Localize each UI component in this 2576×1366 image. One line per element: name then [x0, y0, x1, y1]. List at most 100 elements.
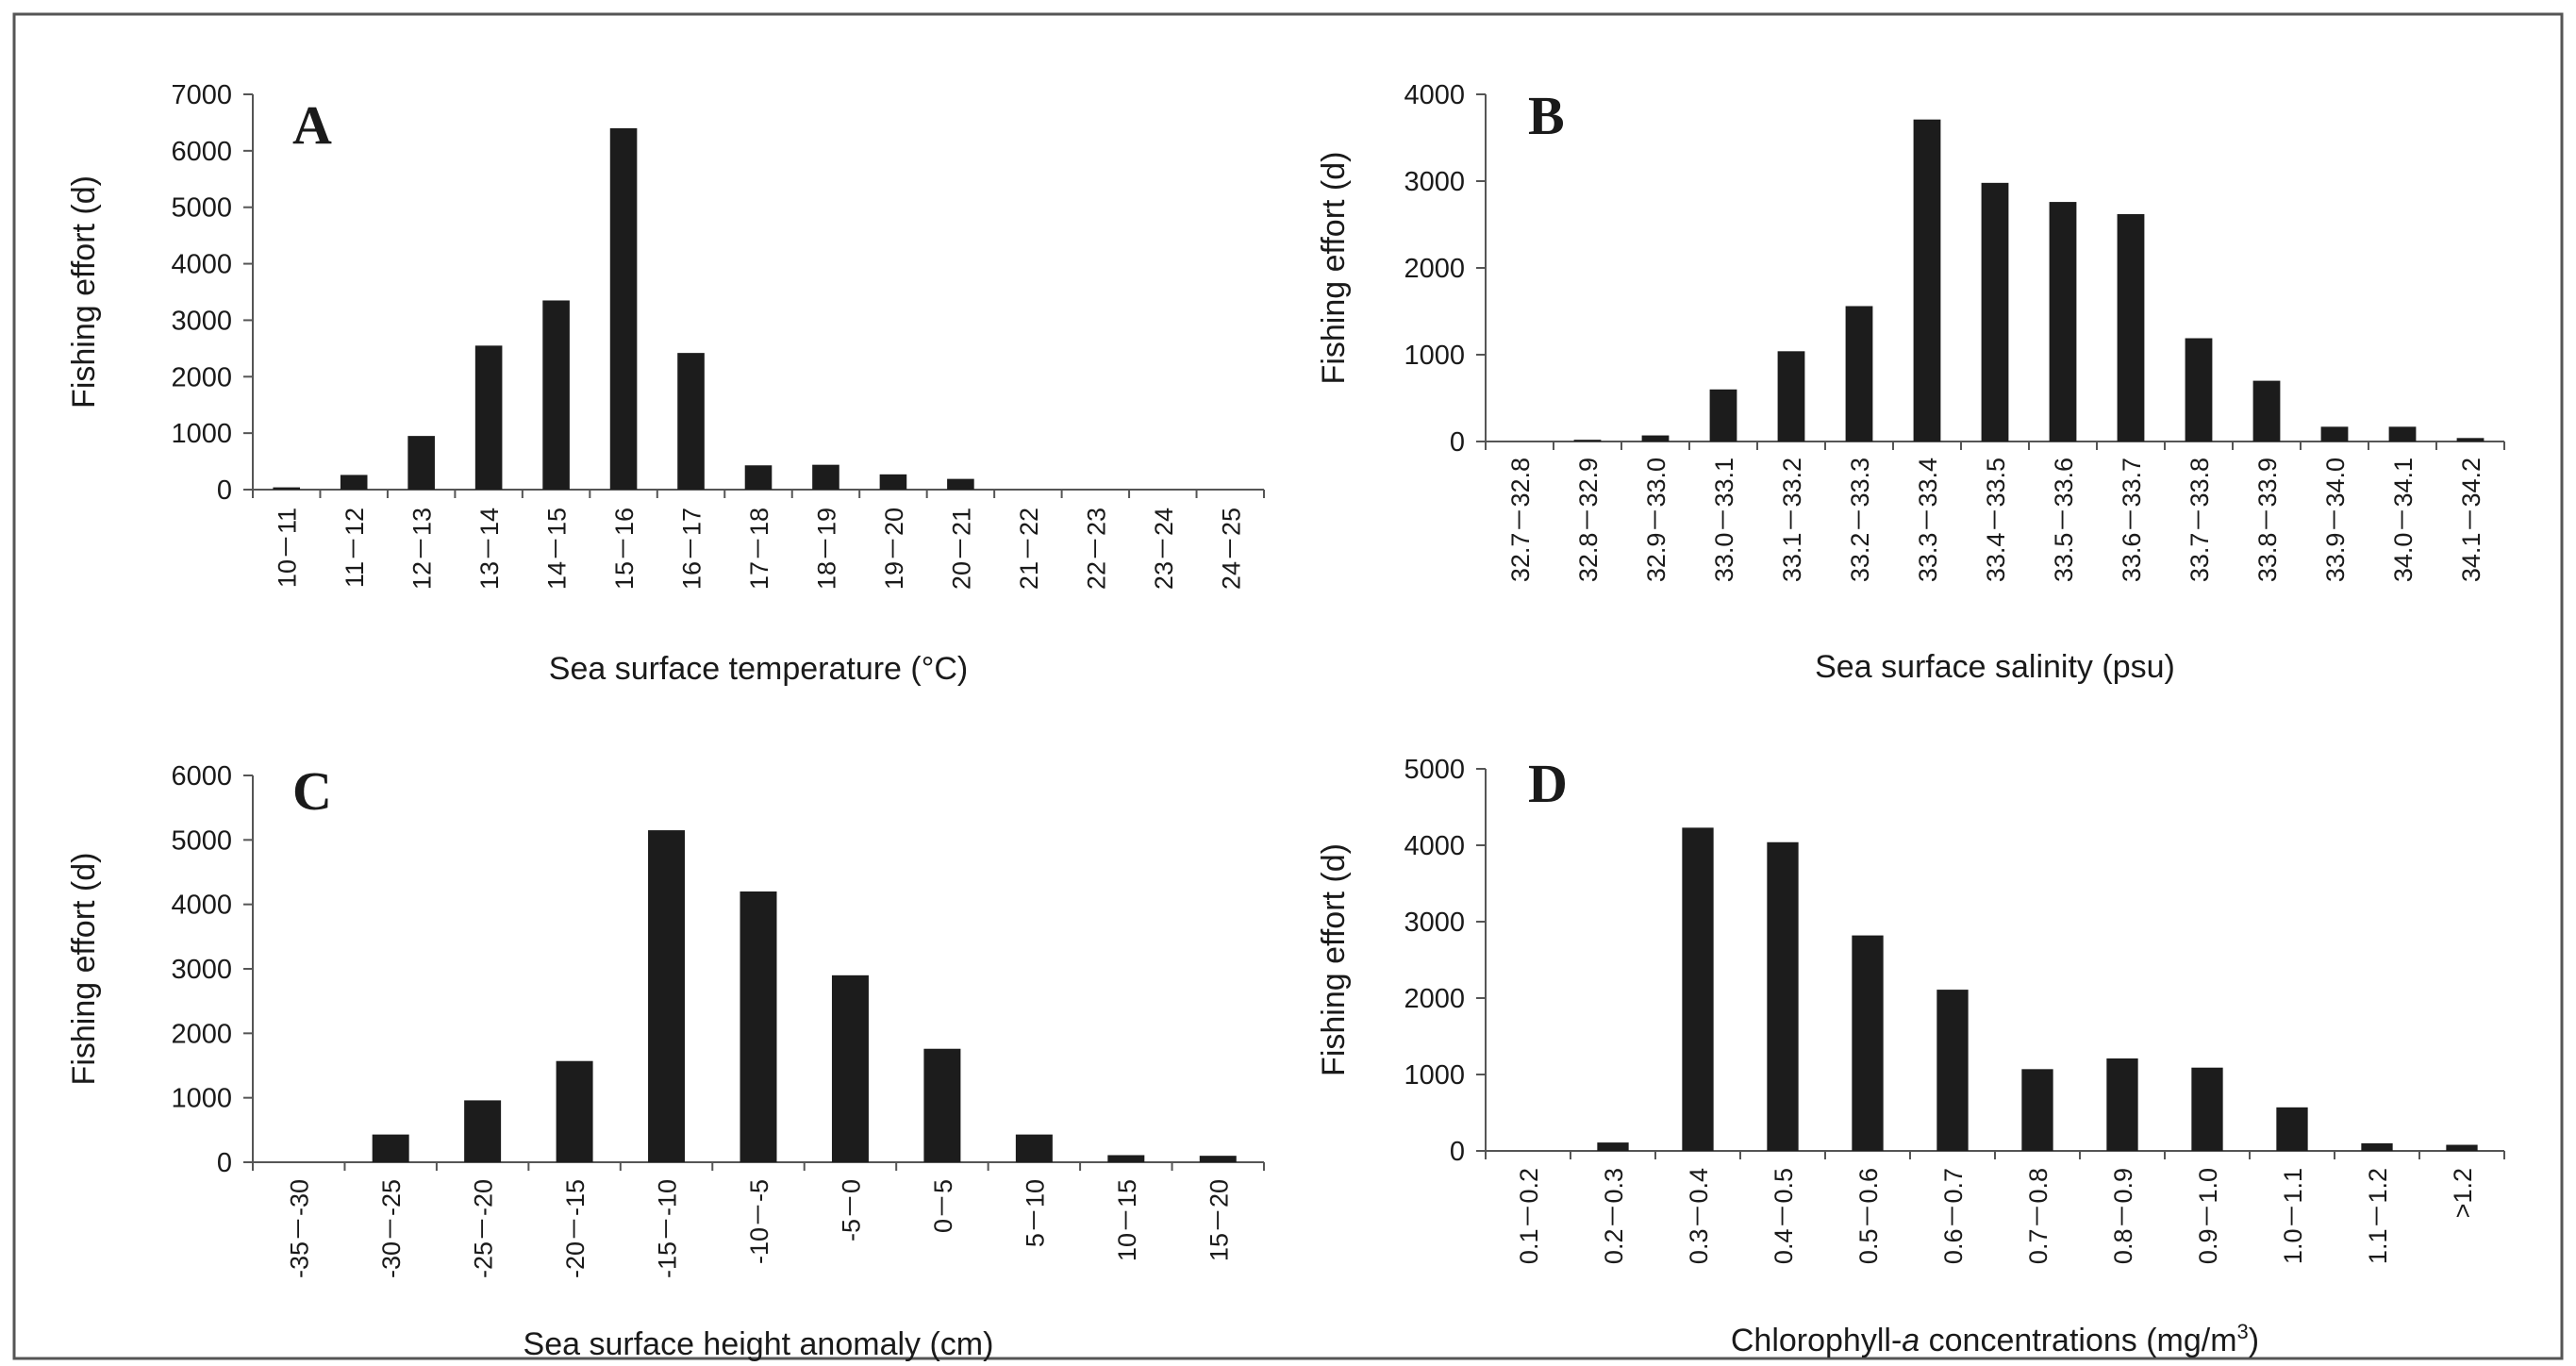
x-tick-label: 10－15: [1113, 1179, 1141, 1261]
panel-letter: C: [292, 760, 332, 822]
x-tick-label: 1.0－1.1: [2279, 1168, 2307, 1264]
bar: [1573, 440, 1602, 441]
x-tick-label: 33.4－33.5: [1982, 458, 2010, 582]
y-tick-label: 0: [217, 1148, 232, 1178]
x-tick-label: 33.0－33.1: [1710, 458, 1738, 582]
x-axis-label: Sea surface height anomaly (cm): [524, 1326, 994, 1362]
x-tick-label: -30－-25: [377, 1179, 406, 1278]
bar: [273, 487, 301, 490]
y-tick-label: 2000: [1404, 254, 1465, 284]
y-tick-label: 3000: [1404, 167, 1465, 197]
bar: [1845, 306, 1873, 441]
x-tick-label: 32.7－32.8: [1506, 458, 1535, 582]
bar: [2456, 438, 2485, 441]
chart-panel-c: 0 1000 2000 3000 4000 5000 6000 -35－-30 -30－-25 -…: [66, 760, 1265, 1362]
chart-panel-a: 0 1000 2000 3000 4000 5000 6000 7000 10－11 11－12 1…: [66, 80, 1265, 687]
x-axis-label: Sea surface salinity (psu): [1815, 649, 2175, 685]
bar: [407, 436, 435, 490]
x-tick-label: 15－16: [610, 508, 639, 590]
bar: [1709, 389, 1737, 441]
x-tick-label: 0.2－0.3: [1600, 1168, 1628, 1264]
y-axis-label: Fishing effort (d): [1316, 843, 1352, 1076]
x-tick-label: -20－-15: [561, 1179, 590, 1278]
bar: [2191, 1067, 2223, 1151]
x-tick-label: 0.3－0.4: [1685, 1168, 1713, 1264]
y-tick-label: 6000: [171, 761, 232, 791]
y-tick-label: 3000: [1404, 908, 1465, 938]
bar: [1852, 935, 1884, 1151]
bar: [1199, 1156, 1237, 1162]
x-tick-label: 15－20: [1205, 1179, 1233, 1261]
y-tick-label: 0: [217, 475, 232, 506]
bar: [2276, 1107, 2308, 1151]
y-tick-label: 2000: [1404, 984, 1465, 1014]
y-axis-label: Fishing effort (d): [66, 853, 102, 1086]
x-tick-label: 11－12: [341, 508, 369, 588]
x-tick-label: 33.2－33.3: [1846, 458, 1874, 582]
x-tick-label: 0.5－0.6: [1854, 1168, 1883, 1264]
bar: [372, 1134, 409, 1162]
x-axis-label-superscript: 3: [2237, 1320, 2249, 1343]
bar: [1936, 990, 1969, 1151]
x-tick-label: 32.8－32.9: [1574, 458, 1603, 582]
y-tick-label: 1000: [171, 419, 232, 449]
x-axis-label-part: ): [2249, 1323, 2259, 1358]
x-tick-label: 0－5: [929, 1179, 957, 1233]
x-tick-label: 33.3－33.4: [1914, 458, 1942, 582]
x-tick-label: 19－20: [880, 508, 908, 590]
bar: [740, 891, 777, 1162]
x-tick-label: 21－22: [1015, 508, 1043, 590]
bar: [2117, 213, 2145, 441]
panel-letter: D: [1528, 753, 1568, 814]
bar: [2252, 380, 2281, 441]
x-tick-label: 24－25: [1217, 508, 1245, 590]
bar: [2049, 202, 2077, 441]
y-tick-label: 5000: [1404, 755, 1465, 785]
y-tick-label: 5000: [171, 825, 232, 856]
x-axis-label: Sea surface temperature (°C): [549, 651, 968, 687]
x-tick-label: 34.1－34.2: [2457, 458, 2485, 582]
x-tick-label: 20－21: [947, 508, 975, 590]
x-tick-label: 32.9－33.0: [1642, 458, 1670, 582]
bar: [1777, 351, 1805, 441]
bar: [556, 1060, 593, 1162]
y-tick-label: 4000: [171, 250, 232, 280]
y-tick-label: 0: [1450, 1137, 1465, 1167]
bar: [923, 1048, 961, 1162]
y-tick-label: 2000: [171, 1019, 232, 1049]
x-tick-label: -25－-20: [470, 1179, 498, 1278]
x-tick-label: 0.8－0.9: [2109, 1168, 2137, 1264]
y-tick-label: 1000: [1404, 1060, 1465, 1091]
bar: [2361, 1142, 2393, 1151]
y-tick-label: 4000: [1404, 831, 1465, 861]
x-tick-label: 0.1－0.2: [1515, 1168, 1543, 1264]
x-tick-label: 10－11: [274, 508, 302, 588]
x-tick-label: 12－13: [408, 508, 437, 590]
y-tick-label: 7000: [171, 80, 232, 110]
bar: [831, 975, 869, 1162]
x-tick-label: 33.8－33.9: [2253, 458, 2282, 582]
x-tick-label: -15－-10: [654, 1179, 682, 1278]
x-tick-label: 17－18: [745, 508, 773, 590]
bar: [1981, 182, 2009, 441]
y-tick-label: 3000: [171, 955, 232, 985]
x-tick-label: 33.7－33.8: [2185, 458, 2214, 582]
bar: [879, 474, 907, 490]
x-axis-label-italic: a: [1902, 1323, 1920, 1358]
panel-letter: B: [1528, 85, 1565, 146]
x-tick-label: 33.1－33.2: [1778, 458, 1806, 582]
x-tick-label: 33.9－34.0: [2321, 458, 2350, 582]
x-tick-label: 18－19: [812, 508, 840, 590]
x-tick-label: -35－-30: [286, 1179, 314, 1278]
y-tick-label: 3000: [171, 306, 232, 336]
x-tick-label: 0.4－0.5: [1770, 1168, 1798, 1264]
bar: [2388, 426, 2417, 441]
bar: [2021, 1069, 2053, 1151]
x-tick-label: 0.9－1.0: [2194, 1168, 2222, 1264]
y-tick-label: 6000: [171, 137, 232, 167]
x-tick-label: >1.2: [2449, 1168, 2477, 1218]
y-tick-label: 5000: [171, 193, 232, 224]
x-tick-label: 34.0－34.1: [2389, 458, 2418, 582]
x-axis-label-part: concentrations (mg/m: [1920, 1323, 2236, 1358]
bar: [812, 464, 839, 490]
